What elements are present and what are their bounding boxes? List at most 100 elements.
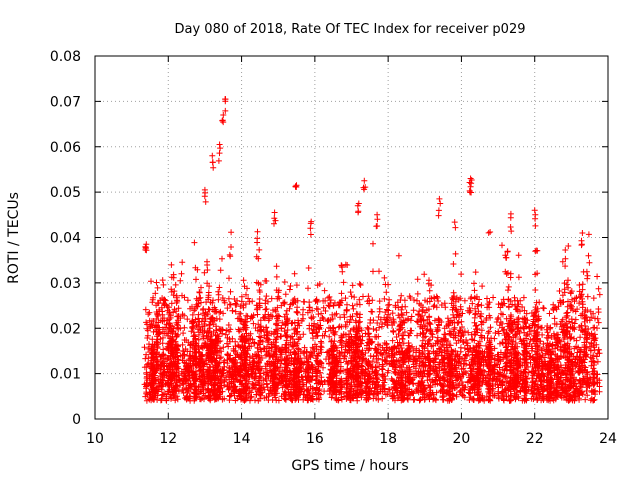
data-point [219, 255, 225, 262]
data-point [164, 381, 171, 388]
data-point [193, 276, 199, 283]
data-point [471, 287, 478, 294]
data-point [242, 316, 249, 323]
data-point [485, 229, 492, 236]
data-point [150, 294, 157, 301]
data-point [490, 366, 497, 373]
data-point [195, 336, 202, 343]
data-point [576, 300, 583, 307]
data-point [537, 324, 544, 331]
data-point [227, 288, 234, 295]
data-point [281, 328, 288, 335]
data-point [167, 346, 174, 353]
data-point [508, 392, 515, 399]
data-point [247, 336, 254, 343]
data-point [354, 394, 361, 401]
data-point [376, 268, 382, 275]
data-point [193, 340, 200, 347]
data-point [562, 247, 569, 253]
data-point [538, 347, 545, 354]
data-point [263, 306, 270, 312]
data-point [243, 291, 249, 298]
data-point [248, 371, 255, 378]
data-point [442, 369, 449, 376]
data-point [418, 321, 425, 328]
data-point [596, 388, 603, 395]
data-point [164, 343, 171, 350]
data-point [242, 301, 249, 307]
data-point [221, 377, 228, 384]
data-point [278, 393, 285, 400]
data-point [234, 315, 241, 322]
data-point [553, 365, 560, 372]
data-point [376, 305, 383, 312]
data-point [327, 325, 334, 332]
data-point [294, 345, 301, 352]
data-point [531, 312, 538, 319]
data-point [451, 385, 458, 392]
data-point [577, 294, 584, 301]
data-point [233, 351, 240, 358]
data-point [152, 290, 159, 297]
data-point [313, 357, 320, 364]
data-point [547, 325, 554, 332]
data-point [380, 382, 387, 388]
data-point [305, 358, 312, 365]
data-point [183, 384, 190, 391]
data-point [190, 323, 197, 330]
data-point [525, 369, 532, 376]
data-point [458, 318, 465, 325]
data-point [159, 371, 166, 377]
data-point [344, 386, 351, 393]
data-point [285, 378, 292, 385]
data-point [331, 299, 338, 306]
data-point [428, 282, 435, 289]
data-point [271, 373, 278, 380]
data-point [160, 334, 166, 341]
data-point [322, 308, 329, 314]
data-point [379, 361, 386, 368]
data-point [451, 356, 458, 363]
data-point [513, 353, 520, 360]
data-point [259, 338, 266, 345]
data-point [343, 389, 350, 396]
data-point [497, 340, 503, 347]
data-point [457, 306, 464, 313]
data-point [164, 366, 171, 373]
data-point [421, 271, 428, 278]
data-point [445, 348, 451, 355]
data-point [388, 319, 395, 326]
data-point [469, 395, 476, 402]
data-point [507, 374, 514, 381]
data-point [397, 391, 404, 398]
data-point [250, 381, 257, 388]
data-point [252, 397, 258, 404]
data-point [558, 326, 565, 333]
data-point [595, 309, 602, 316]
data-point [300, 306, 307, 313]
data-point [221, 378, 228, 385]
data-point [177, 325, 184, 332]
data-point [522, 366, 529, 373]
data-point [452, 224, 459, 231]
data-point [332, 357, 339, 364]
data-point [452, 366, 459, 372]
data-point [192, 348, 199, 355]
data-point [362, 330, 369, 337]
data-point [524, 340, 530, 347]
data-point [395, 252, 402, 259]
data-point [228, 229, 235, 236]
data-point [374, 378, 381, 385]
data-point [319, 314, 326, 321]
data-point [414, 290, 421, 297]
data-point [514, 307, 521, 314]
data-point [168, 261, 175, 268]
data-point [510, 376, 517, 383]
data-point [562, 263, 569, 270]
data-point [303, 355, 310, 362]
data-point [576, 363, 583, 370]
data-point [472, 352, 479, 359]
data-point [426, 362, 433, 369]
data-point [476, 395, 483, 402]
data-point [218, 372, 225, 379]
